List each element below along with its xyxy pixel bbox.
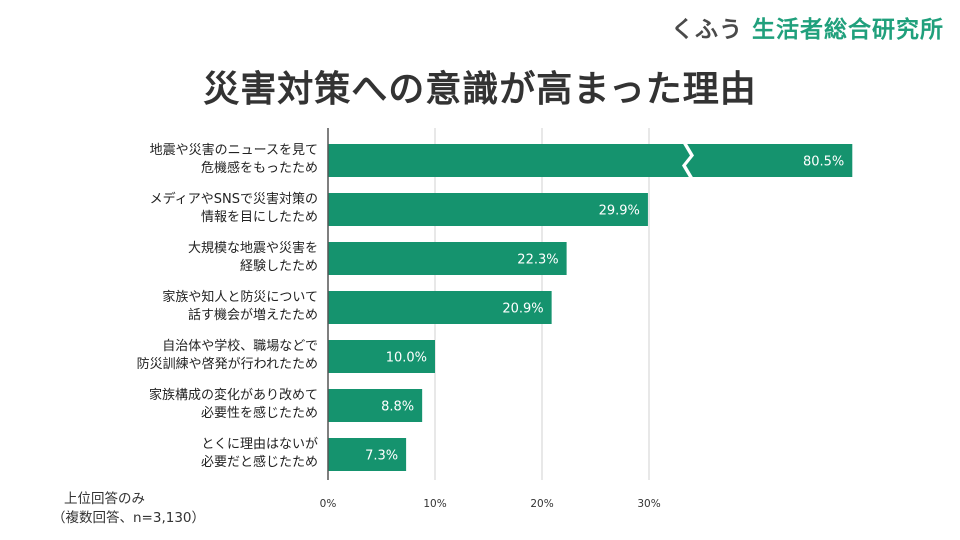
category-label-4-0: 自治体や学校、職場などで — [162, 338, 318, 354]
bar-0 — [328, 144, 853, 177]
category-label-1-1: 情報を目にしたため — [201, 210, 318, 225]
footnote-scope: 上位回答のみ — [64, 491, 145, 507]
category-label-4-1: 防災訓練や啓発が行われたため — [137, 356, 318, 372]
category-label-2-0: 大規模な地震や災害を — [188, 240, 318, 256]
x-tick-label-0: 0% — [320, 498, 337, 510]
bar-3 — [328, 291, 552, 324]
value-label-3: 20.9% — [502, 302, 543, 317]
category-label-1-0: メディアやSNSで災害対策の — [150, 191, 318, 207]
category-label-6-0: とくに理由はないが — [201, 437, 318, 452]
category-label-2-1: 経験したため — [240, 259, 318, 274]
footnote: 上位回答のみ （複数回答、n=3,130） — [52, 490, 205, 528]
category-label-5-1: 必要性を感じたため — [201, 405, 318, 421]
category-label-0-1: 危機感をもったため — [201, 160, 318, 176]
bar-4 — [328, 340, 435, 373]
category-label-0-0: 地震や災害のニュースを見て — [150, 142, 318, 158]
axis-break-mark — [682, 142, 694, 179]
value-label-2: 22.3% — [517, 253, 558, 268]
bar-2 — [328, 242, 567, 275]
footnote-sample: （複数回答、n=3,130） — [52, 510, 206, 526]
category-label-3-0: 家族や知人と防災について — [162, 289, 318, 305]
value-label-0: 80.5% — [803, 155, 844, 170]
category-label-3-1: 話す機会が増えたため — [188, 307, 318, 323]
bar-5 — [328, 389, 423, 422]
value-label-4: 10.0% — [386, 351, 427, 366]
chart-title: 災害対策への意識が高まった理由 — [203, 69, 757, 110]
value-label-5: 8.8% — [381, 400, 414, 415]
brand-prefix: くふう — [670, 17, 743, 43]
bar-6 — [328, 438, 407, 471]
category-label-5-0: 家族構成の変化があり改めて — [149, 387, 318, 403]
x-tick-label-1: 10% — [423, 498, 446, 510]
bar-1 — [328, 193, 648, 226]
x-tick-label-2: 20% — [530, 498, 553, 510]
x-tick-label-3: 30% — [637, 498, 660, 510]
brand-logo: くふう 生活者総合研究所 — [671, 10, 944, 44]
value-label-6: 7.3% — [365, 449, 398, 464]
brand-name: 生活者総合研究所 — [752, 17, 944, 43]
category-label-6-1: 必要だと感じたため — [201, 454, 318, 470]
value-label-1: 29.9% — [599, 204, 640, 219]
